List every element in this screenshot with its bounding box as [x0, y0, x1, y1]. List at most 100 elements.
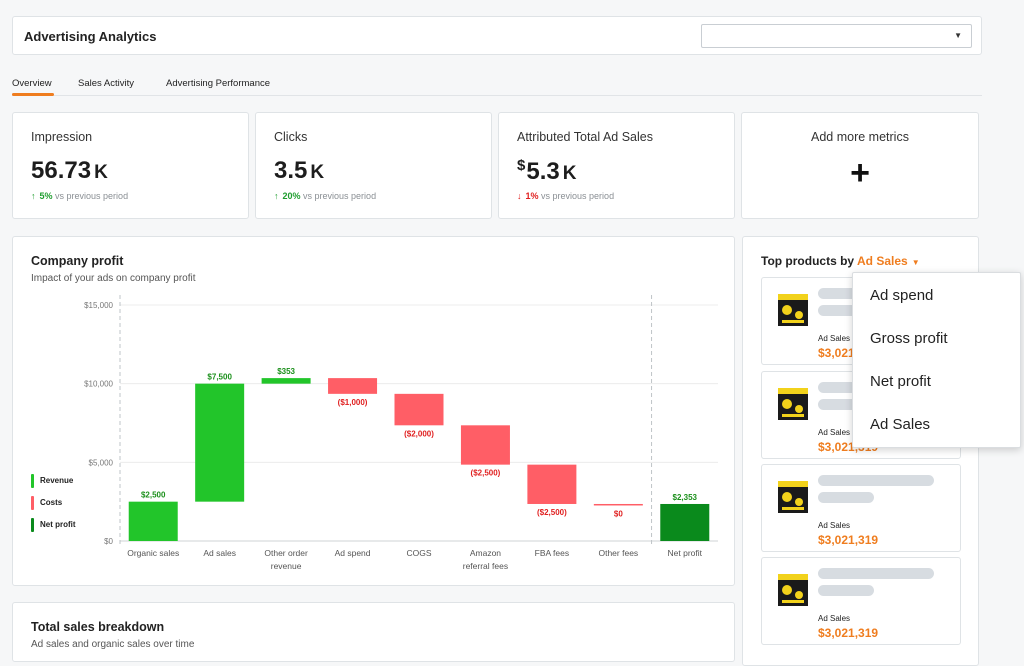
product-box-image: [778, 294, 808, 326]
legend-swatch: [31, 496, 34, 510]
bar: [261, 378, 311, 384]
bar: [460, 425, 510, 465]
product-box-image: [778, 574, 808, 606]
legend-label: Net profit: [40, 520, 76, 530]
bar: [128, 501, 178, 541]
legend-costs: Costs: [31, 496, 62, 510]
dropdown-option-gross-profit[interactable]: Gross profit: [870, 330, 948, 347]
change-suffix: vs previous period: [541, 191, 615, 201]
caret-down-icon[interactable]: ▼: [911, 258, 920, 267]
x-tick-label: Ad spend: [335, 548, 371, 558]
bar: [660, 503, 710, 541]
product-card[interactable]: Ad Sales $3,021,319: [761, 464, 961, 552]
date-range-select[interactable]: ▼: [701, 24, 972, 48]
x-tick-label: Net profit: [668, 548, 703, 558]
metric-change: ↑ 20% vs previous period: [274, 191, 376, 201]
legend-net-profit: Net profit: [31, 518, 76, 532]
chevron-down-icon: ▼: [954, 31, 962, 40]
add-metrics-label: Add more metrics: [811, 130, 909, 144]
product-box-image: [778, 388, 808, 420]
legend-swatch: [31, 518, 34, 532]
data-label: ($2,500): [537, 508, 567, 517]
currency-symbol: $: [517, 157, 526, 174]
x-tick-label: Organic sales: [127, 548, 179, 558]
legend-revenue: Revenue: [31, 474, 73, 488]
product-metric-label: Ad Sales: [818, 614, 851, 623]
add-metrics-card[interactable]: Add more metrics +: [741, 112, 979, 219]
product-metric-value: $3,021,319: [818, 626, 879, 640]
product-name-placeholder: [818, 305, 874, 316]
section-title: Company profit: [31, 254, 124, 268]
metric-label: Clicks: [274, 130, 308, 144]
arrow-up-icon: ↑: [274, 191, 279, 201]
top-products-title: Top products by Ad Sales ▼: [761, 254, 920, 268]
y-tick-label: $15,000: [84, 301, 113, 310]
product-name-placeholder: [818, 568, 934, 579]
metric-card-clicks[interactable]: Clicks 3.5 K ↑ 20% vs previous period: [255, 112, 492, 219]
change-suffix: vs previous period: [55, 191, 129, 201]
title-prefix: Top products by: [761, 254, 855, 268]
arrow-down-icon: ↓: [517, 191, 522, 201]
product-box-image: [778, 481, 808, 513]
metric-selector[interactable]: Ad Sales: [857, 254, 908, 268]
metric-value: 56.73 K: [31, 157, 108, 185]
product-card[interactable]: Ad Sales $3,021,319: [761, 557, 961, 645]
tab-overview[interactable]: Overview: [12, 78, 54, 96]
plus-icon: +: [850, 154, 870, 192]
metric-number: 5.3: [526, 158, 560, 185]
x-tick-label: Amazon: [470, 548, 501, 558]
dropdown-option-ad-sales[interactable]: Ad Sales: [870, 416, 931, 433]
bar: [195, 383, 245, 502]
product-metric-value: $3,021,319: [818, 533, 879, 547]
data-label: ($2,500): [471, 469, 501, 478]
product-metric-label: Ad Sales: [818, 334, 851, 343]
product-name-placeholder: [818, 585, 874, 596]
legend-label: Revenue: [40, 476, 74, 486]
y-tick-label: $10,000: [84, 380, 113, 389]
tab-sales-activity[interactable]: Sales Activity: [78, 78, 134, 89]
metric-dropdown-menu: Ad spend Gross profit Net profit Ad Sale…: [852, 272, 1021, 448]
data-label: ($1,000): [338, 398, 368, 407]
metric-value: 3.5 K: [274, 157, 324, 185]
change-percent: 5%: [39, 191, 53, 201]
x-tick-label: revenue: [271, 561, 302, 571]
dropdown-option-ad-spend[interactable]: Ad spend: [870, 287, 934, 304]
metric-unit: K: [310, 162, 325, 183]
product-name-placeholder: [818, 399, 874, 410]
product-metric-label: Ad Sales: [818, 428, 851, 437]
legend-swatch: [31, 474, 34, 488]
y-tick-label: $5,000: [89, 458, 114, 467]
header-bar: Advertising Analytics ▼: [12, 16, 982, 55]
section-subtitle: Impact of your ads on company profit: [31, 273, 196, 284]
x-tick-label: Ad sales: [203, 548, 236, 558]
metric-label: Impression: [31, 130, 93, 144]
data-label: $353: [277, 367, 295, 376]
product-metric-label: Ad Sales: [818, 521, 851, 530]
metric-unit: K: [562, 163, 577, 184]
metric-value: $5.3 K: [517, 157, 576, 186]
x-tick-label: referral fees: [463, 561, 508, 571]
tab-bar: Overview Sales Activity Advertising Perf…: [12, 76, 982, 96]
dropdown-option-net-profit[interactable]: Net profit: [870, 373, 931, 390]
product-name-placeholder: [818, 475, 934, 486]
x-tick-label: Other order: [264, 548, 308, 558]
bar: [527, 464, 577, 504]
tab-advertising-performance[interactable]: Advertising Performance: [166, 78, 271, 89]
data-label: $7,500: [207, 373, 232, 382]
y-tick-label: $0: [104, 537, 113, 546]
x-tick-label: COGS: [406, 548, 431, 558]
metric-card-attributed-sales[interactable]: Attributed Total Ad Sales $5.3 K ↓ 1% vs p…: [498, 112, 735, 219]
change-percent: 20%: [282, 191, 301, 201]
data-label: $2,353: [673, 493, 698, 502]
legend-label: Costs: [40, 498, 63, 508]
metric-number: 56.73: [31, 157, 92, 184]
change-suffix: vs previous period: [303, 191, 377, 201]
metric-change: ↑ 5% vs previous period: [31, 191, 128, 201]
arrow-up-icon: ↑: [31, 191, 36, 201]
metric-card-impression[interactable]: Impression 56.73 K ↑ 5% vs previous period: [12, 112, 249, 219]
metric-unit: K: [94, 162, 108, 183]
product-name-placeholder: [818, 492, 874, 503]
metric-label: Attributed Total Ad Sales: [517, 130, 653, 144]
metric-number: 3.5: [274, 157, 308, 184]
change-percent: 1%: [525, 191, 539, 201]
